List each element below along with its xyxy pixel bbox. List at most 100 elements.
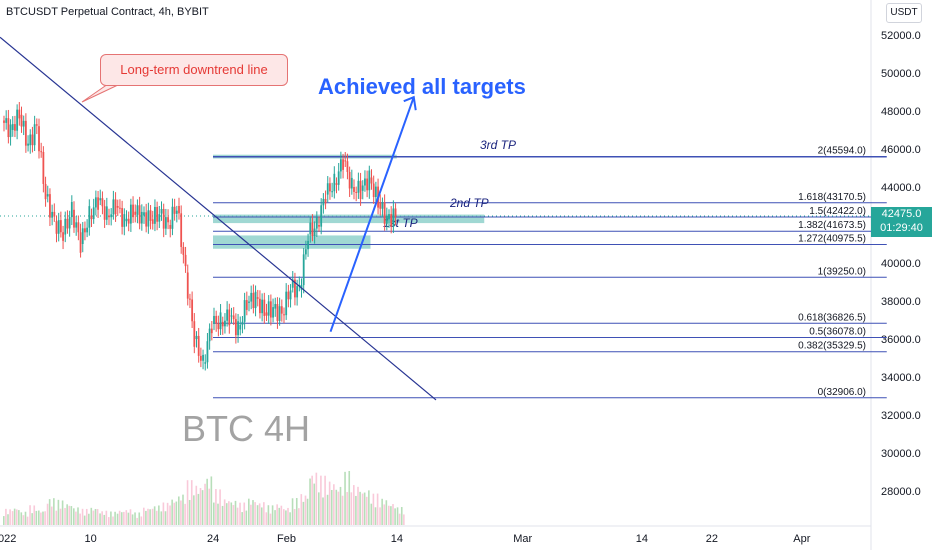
candle-body xyxy=(114,199,117,215)
volume-bar xyxy=(61,500,64,525)
volume-bar xyxy=(127,512,130,525)
tp-label-tp3: 3rd TP xyxy=(480,138,516,152)
candle-body xyxy=(364,178,366,186)
volume-bar xyxy=(171,499,173,525)
volume-bar xyxy=(309,478,311,525)
volume-bar xyxy=(318,492,320,525)
volume-bar xyxy=(70,506,73,525)
volume-bar xyxy=(258,503,261,525)
volume-bar xyxy=(291,498,294,525)
volume-bar xyxy=(79,513,81,525)
last-price-tag: 42475.0 01:29:40 xyxy=(871,207,932,237)
candle-body xyxy=(346,161,349,172)
candle-body xyxy=(44,183,47,200)
volume-bar xyxy=(256,505,259,525)
volume-bar xyxy=(112,516,114,525)
candle-body xyxy=(103,206,106,220)
volume-bar xyxy=(20,512,23,525)
price-tick-label: 48000.0 xyxy=(881,106,921,118)
volume-bar xyxy=(90,507,93,525)
candle-body xyxy=(143,212,145,216)
volume-bar xyxy=(29,505,31,525)
volume-bar xyxy=(241,512,243,525)
candle-body xyxy=(38,126,40,152)
volume-bar xyxy=(151,508,154,525)
candle-body xyxy=(16,109,19,131)
candle-body xyxy=(228,309,231,326)
volume-bar xyxy=(398,513,401,525)
candle-body xyxy=(59,220,62,233)
candle-body xyxy=(353,187,355,192)
candle-body xyxy=(348,171,351,189)
tp-label-tp2: 2nd TP xyxy=(449,196,489,210)
candle-body xyxy=(110,214,113,218)
candle-body xyxy=(42,151,45,184)
volume-bar xyxy=(210,476,213,525)
volume-bar xyxy=(9,509,11,525)
volume-bar xyxy=(149,509,151,525)
volume-bar xyxy=(326,494,329,525)
time-tick-label: 22 xyxy=(706,533,718,545)
price-tick-label: 52000.0 xyxy=(881,30,921,42)
volume-bar xyxy=(271,505,274,525)
candle-body xyxy=(64,218,67,235)
candle-body xyxy=(7,118,10,138)
candle-body xyxy=(385,215,388,224)
candle-body xyxy=(294,279,296,298)
volume-bar xyxy=(22,515,25,525)
volume-bar xyxy=(201,490,204,525)
volume-bar xyxy=(155,510,158,525)
time-tick-label: Mar xyxy=(513,533,532,545)
last-price: 42475.0 xyxy=(881,208,922,220)
volume-bar xyxy=(73,508,75,525)
volume-bar xyxy=(333,484,335,525)
volume-bar xyxy=(385,500,388,525)
volume-bar xyxy=(77,507,79,525)
candle-body xyxy=(350,177,353,189)
volume-bar xyxy=(394,508,396,525)
volume-bar xyxy=(328,481,331,525)
volume-bar xyxy=(18,510,20,525)
candle-body xyxy=(291,279,294,288)
volume-bar xyxy=(320,475,322,525)
candle-body xyxy=(46,194,49,197)
volume-bar xyxy=(53,498,55,525)
candle-body xyxy=(335,183,338,185)
volume-bar xyxy=(184,503,186,525)
volume-bar xyxy=(66,504,68,525)
candle-body xyxy=(342,159,344,170)
candle-body xyxy=(29,134,32,146)
volume-bar xyxy=(175,501,178,525)
volume-bar xyxy=(236,507,239,525)
candle-body xyxy=(217,323,220,330)
volume-bar xyxy=(31,513,33,525)
candle-body xyxy=(173,206,176,214)
candle-body xyxy=(232,315,235,320)
candle-body xyxy=(259,298,261,314)
volume-bar xyxy=(131,514,134,525)
candle-body xyxy=(392,208,395,227)
fib-level-label: 1.382(41673.5) xyxy=(798,220,866,231)
candle-body xyxy=(202,354,204,361)
candle-body xyxy=(134,211,137,215)
candle-body xyxy=(193,321,196,347)
volume-bar xyxy=(376,493,379,525)
volume-bar xyxy=(166,502,169,525)
volume-bar xyxy=(46,503,49,525)
candle-body xyxy=(162,208,165,229)
volume-bar xyxy=(245,510,248,525)
volume-bar xyxy=(350,492,353,525)
candle-body xyxy=(49,194,51,218)
candle-body xyxy=(182,246,185,255)
currency-button[interactable]: USDT xyxy=(886,3,922,23)
candle-body xyxy=(105,206,108,220)
volume-bar xyxy=(267,505,270,525)
candle-body xyxy=(154,206,156,224)
price-tick-label: 28000.0 xyxy=(881,486,921,498)
candle-body xyxy=(70,202,73,218)
volume-bar xyxy=(44,511,46,525)
volume-bar xyxy=(217,503,219,525)
candle-body xyxy=(75,222,78,228)
volume-bar xyxy=(392,504,394,525)
